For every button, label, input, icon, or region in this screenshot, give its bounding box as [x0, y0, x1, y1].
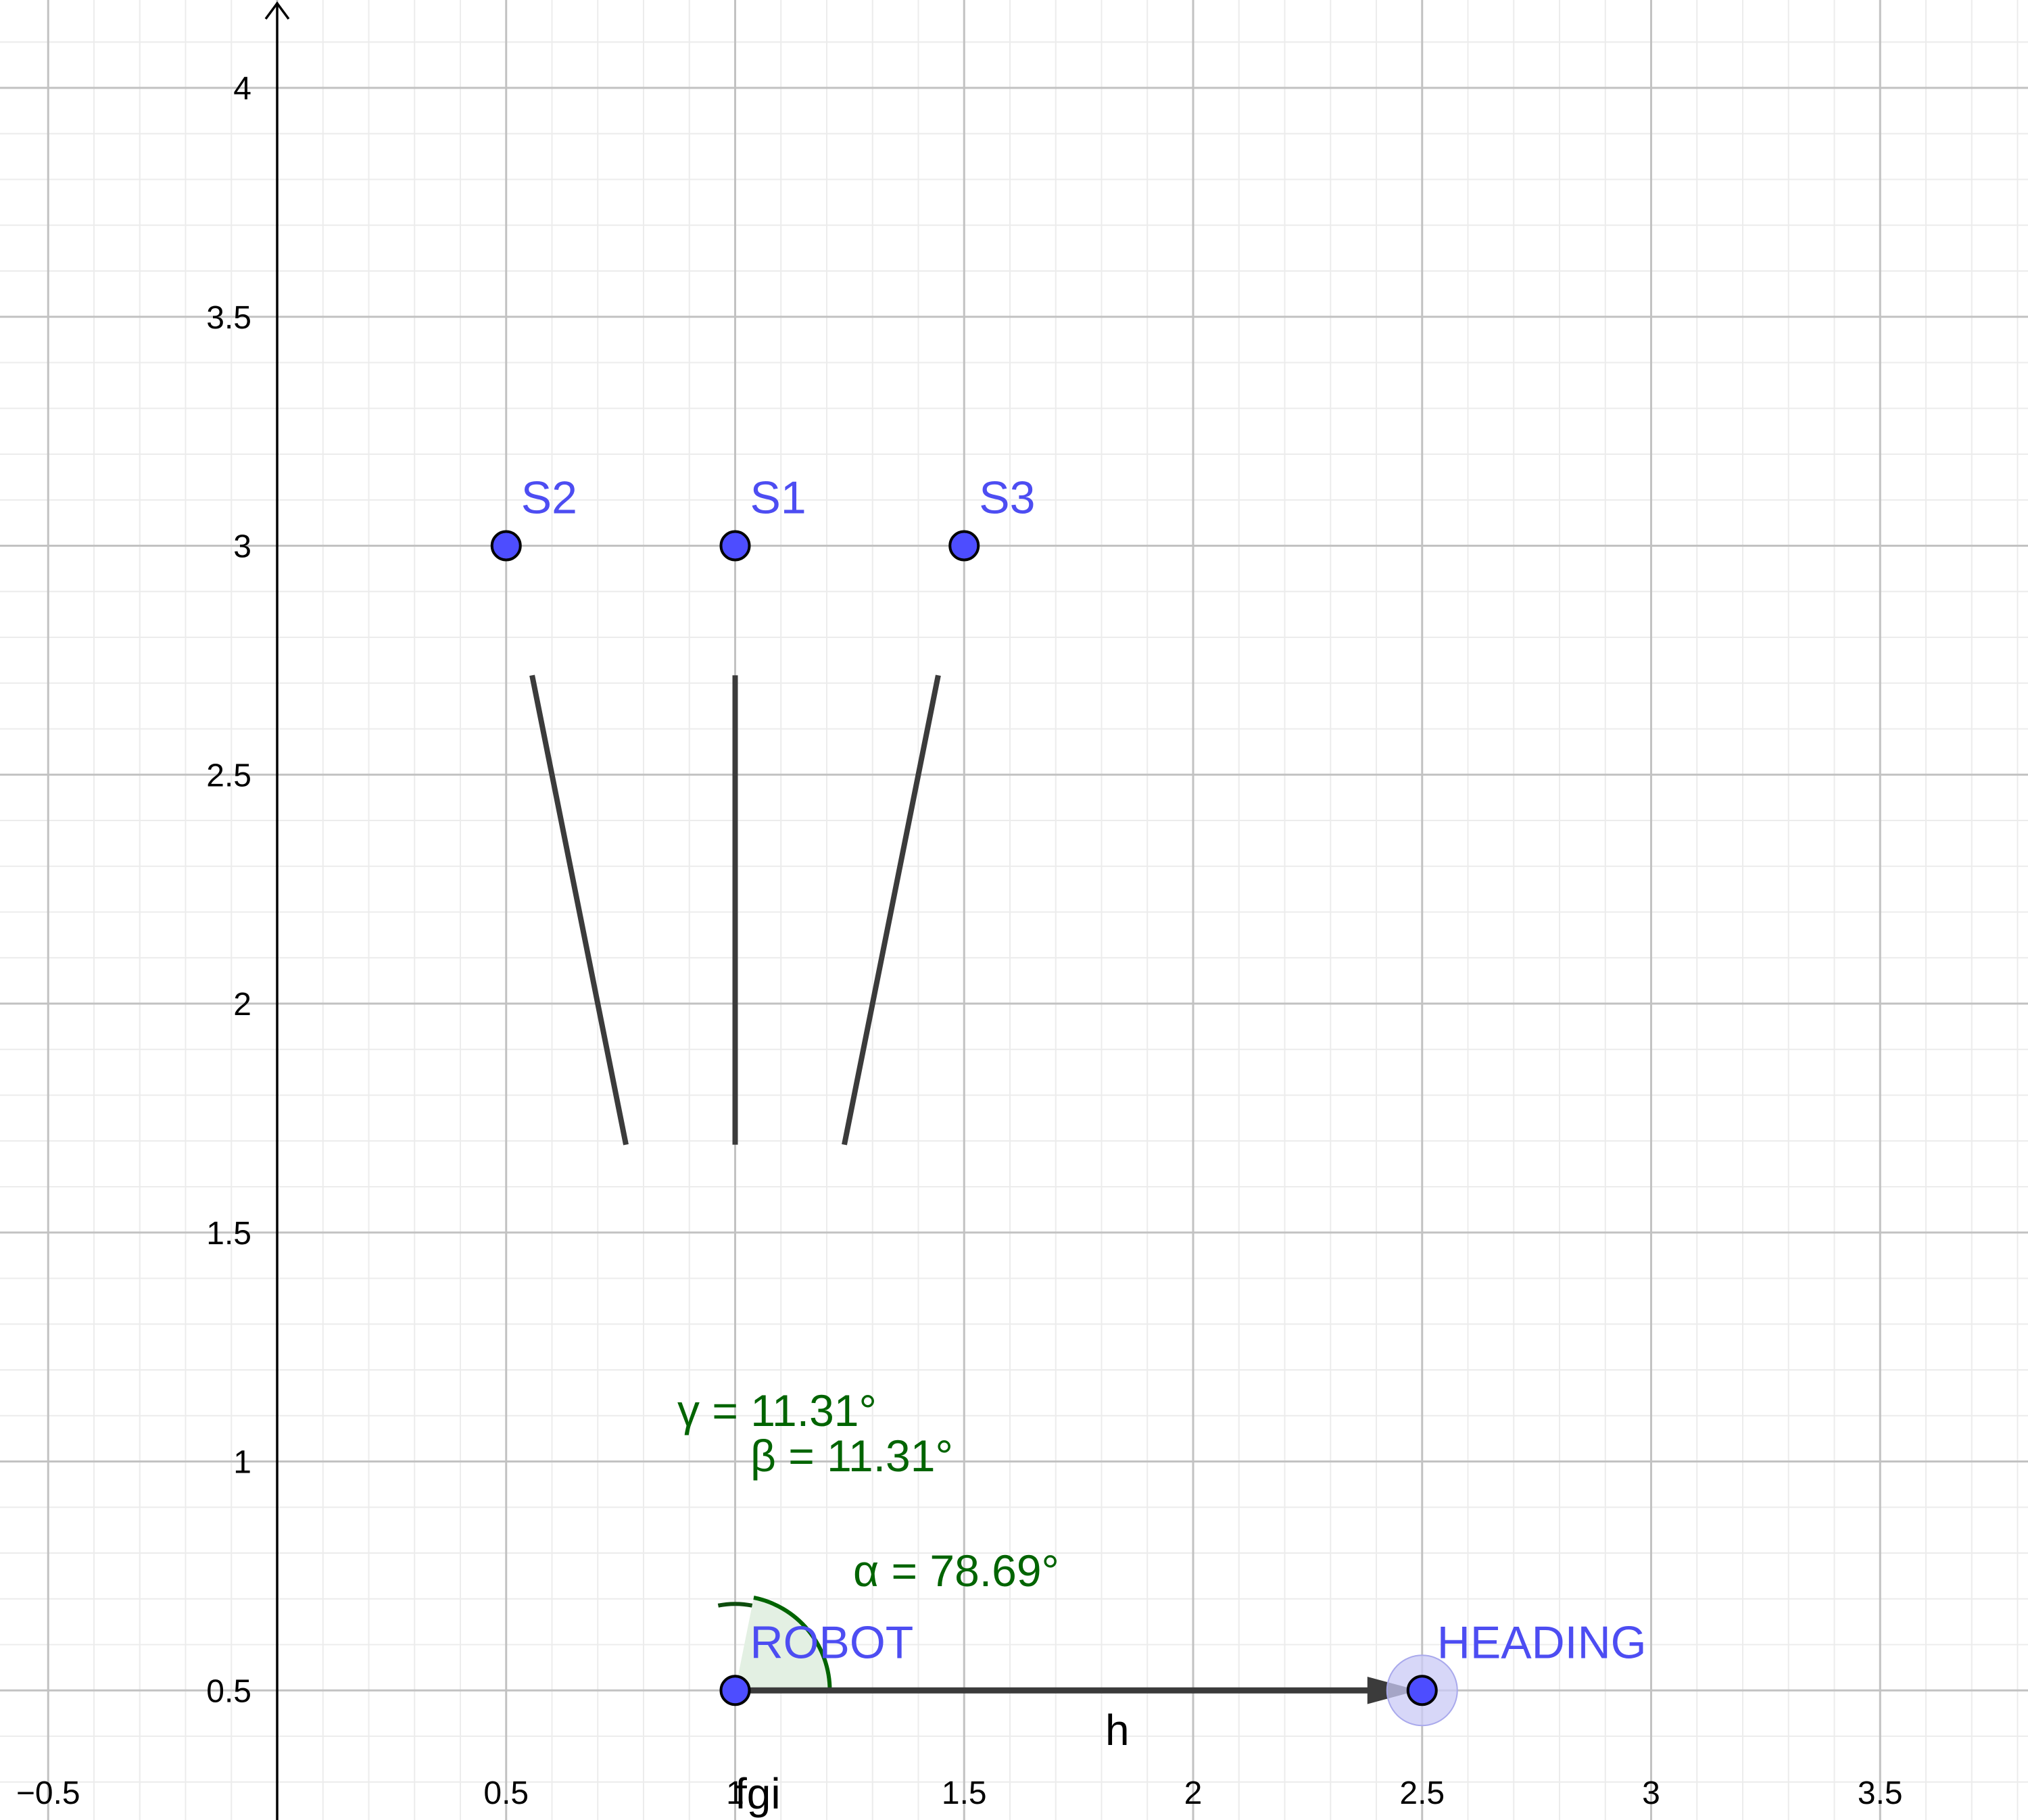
points: S2 S1 S3 ROBOT HEADING	[490, 472, 1647, 1727]
x-tick-label: 0.5	[483, 1775, 529, 1811]
y-tick-label: 2	[233, 987, 251, 1023]
y-tick-label: 4	[233, 71, 251, 107]
point-s1-label: S1	[750, 472, 806, 524]
point-s3[interactable]	[948, 530, 980, 562]
x-tick-label: 1.5	[942, 1775, 987, 1811]
point-s2-label: S2	[521, 472, 577, 524]
y-tick-label: 3.5	[206, 300, 251, 336]
y-tick-label: 2.5	[206, 758, 251, 793]
x-tick-label: 2	[1184, 1775, 1203, 1811]
point-robot-label: ROBOT	[750, 1617, 914, 1668]
point-s3-label: S3	[979, 472, 1035, 524]
point-robot[interactable]	[719, 1675, 751, 1706]
angle-alpha-sector	[735, 1597, 830, 1691]
tick-labels: −0.5 0.5 1 1.5 2 2.5 3 3.5 0.5 1 1.5 2 2.5 3 3.5 4	[16, 71, 1903, 1811]
axes	[264, 1, 290, 1820]
y-tick-label: 1.5	[206, 1216, 251, 1252]
point-s1[interactable]	[719, 530, 751, 562]
x-tick-label: 2.5	[1399, 1775, 1445, 1811]
line-fgi-label: fgi	[735, 1769, 781, 1818]
point-heading-label: HEADING	[1437, 1617, 1647, 1668]
x-tick-label: −0.5	[16, 1775, 80, 1811]
point-s2[interactable]	[490, 530, 522, 562]
angle-beta-gamma-arc	[717, 1602, 753, 1608]
line-i	[842, 674, 941, 1146]
y-tick-label: 3	[233, 529, 251, 565]
y-tick-label: 1	[233, 1445, 251, 1481]
labels: γ = 11.31° β = 11.31° α = 78.69° fgi h	[677, 1385, 1130, 1818]
y-tick-label: 0.5	[206, 1673, 251, 1709]
y-axis-arrow	[264, 1, 290, 20]
lines	[529, 674, 941, 1146]
x-tick-label: 3	[1642, 1775, 1660, 1811]
x-tick-label: 1	[726, 1775, 744, 1811]
x-tick-label: 3.5	[1858, 1775, 1903, 1811]
angle-beta-label: β = 11.31°	[750, 1431, 953, 1481]
angle-gamma-label: γ = 11.31°	[677, 1385, 877, 1435]
angle-alpha-label: α = 78.69°	[853, 1546, 1059, 1596]
point-heading[interactable]	[1406, 1675, 1438, 1706]
angle-alpha-arc	[753, 1596, 832, 1691]
line-g	[529, 674, 629, 1146]
angle-arcs	[717, 1596, 832, 1691]
vector-h-label: h	[1105, 1706, 1130, 1754]
